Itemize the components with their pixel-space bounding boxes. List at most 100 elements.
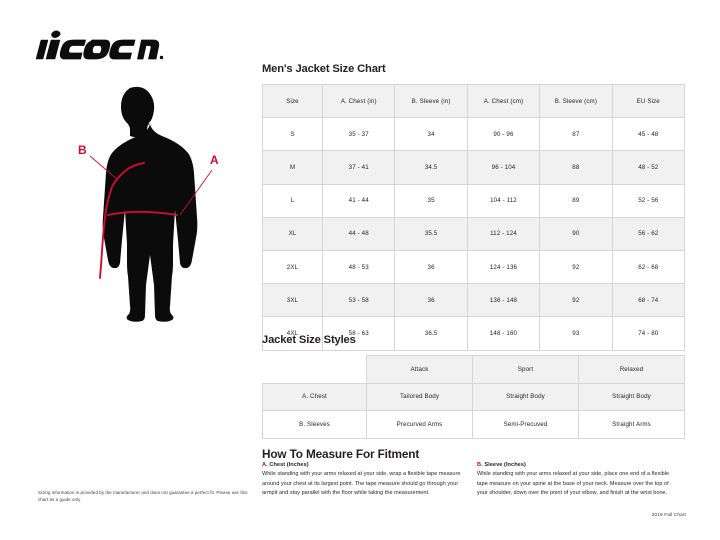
measure-sleeve-letter: B. <box>477 462 483 468</box>
measure-item-sleeve: B. Sleeve (Inches) While standing with y… <box>477 462 677 499</box>
measure-sleeve-heading-text: Sleeve (Inches) <box>484 462 526 468</box>
styles-row-chest: A. Chest Tailored Body Straight Body Str… <box>262 382 685 411</box>
cell-sleeve-in: 35.5 <box>394 216 468 251</box>
col-header-chest-in: A. Chest (in) <box>321 83 396 119</box>
measure-chest-heading: A. Chest (Inches) <box>262 462 462 468</box>
cell-sleeve-in: 36 <box>394 249 468 285</box>
cell-eu-size: 56 - 62 <box>611 216 685 251</box>
marker-a-label: A <box>210 153 219 167</box>
styles-header-row: Attack Sport Relaxed <box>262 355 685 384</box>
size-chart-table: Size A. Chest (in) B. Sleeve (in) A. Che… <box>262 83 685 351</box>
cell-sleeve-cm: 93 <box>539 316 613 351</box>
styles-corner-cell <box>262 355 367 383</box>
cell-sleeve-in: 34 <box>394 117 468 152</box>
styles-row-sleeves: B. Sleeves Precurved Arms Semi-Precuved … <box>262 410 685 439</box>
silhouette-shape <box>102 86 198 322</box>
cell-size: 2XL <box>262 249 323 285</box>
cell-eu-size: 68 - 74 <box>611 283 685 318</box>
cell-size: 3XL <box>262 283 323 318</box>
cell-chest-cm: 124 - 136 <box>466 249 541 285</box>
table-row: 3XL 53 - 58 36 136 - 148 92 68 - 74 <box>262 283 685 318</box>
styles-cell: Precurved Arms <box>366 410 473 439</box>
cell-chest-cm: 112 - 124 <box>466 216 541 251</box>
measure-chest-letter: A. <box>262 462 268 468</box>
cell-size: L <box>262 183 323 218</box>
table-row: M 37 - 41 34.5 96 - 104 88 48 - 52 <box>262 150 685 185</box>
measure-chest-body: While standing with your arms relaxed at… <box>262 471 461 497</box>
styles-cell: Tailored Body <box>366 382 473 411</box>
chest-measure-line <box>107 210 178 216</box>
cell-sleeve-in: 36.5 <box>394 316 468 351</box>
marker-a-leader <box>179 169 213 216</box>
cell-sleeve-in: 36 <box>394 283 468 318</box>
col-header-sleeve-cm: B. Sleeve (cm) <box>539 83 613 119</box>
right-panel: Men's Jacket Size Chart Size A. Chest (i… <box>260 0 720 540</box>
styles-cell: Semi-Precuved <box>472 410 579 439</box>
cell-sleeve-cm: 92 <box>539 249 613 285</box>
body-measurement-figure: A B <box>52 84 232 344</box>
cell-sleeve-in: 35 <box>394 183 468 218</box>
marker-b-label: B <box>78 143 87 157</box>
jacket-size-styles-title: Jacket Size Styles <box>262 334 356 346</box>
styles-row-label: A. Chest <box>262 382 367 411</box>
marker-b-leader <box>89 155 119 181</box>
cell-eu-size: 45 - 48 <box>611 117 685 152</box>
cell-eu-size: 52 - 56 <box>611 183 685 218</box>
col-header-chest-cm: A. Chest (cm) <box>466 83 541 119</box>
table-row: S 35 - 37 34 90 - 96 87 45 - 48 <box>262 117 685 152</box>
measure-item-chest: A. Chest (Inches) While standing with yo… <box>262 462 462 499</box>
cell-size: 4XL <box>262 316 323 351</box>
cell-chest-in: 53 - 58 <box>321 283 396 318</box>
table-header-row: Size A. Chest (in) B. Sleeve (in) A. Che… <box>262 83 685 119</box>
cell-sleeve-cm: 87 <box>539 117 613 152</box>
chart-season-label: 2019 Fall Chart <box>651 513 686 518</box>
cell-chest-in: 35 - 37 <box>321 117 396 152</box>
styles-row-label: B. Sleeves <box>262 410 367 439</box>
cell-size: M <box>262 150 323 185</box>
cell-chest-in: 37 - 41 <box>321 150 396 185</box>
how-to-measure-block: A. Chest (Inches) While standing with yo… <box>262 462 688 499</box>
measure-sleeve-heading: B. Sleeve (Inches) <box>477 462 677 468</box>
cell-sleeve-in: 34.5 <box>394 150 468 185</box>
cell-eu-size: 74 - 80 <box>611 316 685 351</box>
measure-chest-heading-text: Chest (Inches) <box>269 462 309 468</box>
styles-col-sport: Sport <box>472 355 579 384</box>
size-chart-title: Men's Jacket Size Chart <box>262 63 386 75</box>
jacket-size-styles-table: Attack Sport Relaxed A. Chest Tailored B… <box>262 355 685 439</box>
disclaimer-text: Sizing information is provided by the ma… <box>38 490 248 503</box>
col-header-sleeve-in: B. Sleeve (in) <box>394 83 468 119</box>
cell-chest-cm: 104 - 112 <box>466 183 541 218</box>
col-header-eu-size: EU Size <box>611 83 685 119</box>
styles-col-relaxed: Relaxed <box>578 355 685 384</box>
cell-chest-cm: 136 - 148 <box>466 283 541 318</box>
left-panel: A B Sizing information is provided by th… <box>0 0 258 540</box>
styles-cell: Straight Arms <box>578 410 685 439</box>
cell-size: XL <box>262 216 323 251</box>
col-header-size: Size <box>262 83 323 119</box>
table-row: XL 44 - 48 35.5 112 - 124 90 56 - 62 <box>262 216 685 251</box>
cell-eu-size: 48 - 52 <box>611 150 685 185</box>
cell-sleeve-cm: 88 <box>539 150 613 185</box>
cell-chest-cm: 96 - 104 <box>466 150 541 185</box>
sleeve-measure-line <box>99 162 145 279</box>
cell-chest-in: 41 - 44 <box>321 183 396 218</box>
cell-chest-in: 48 - 53 <box>321 249 396 285</box>
cell-size: S <box>262 117 323 152</box>
cell-eu-size: 62 - 68 <box>611 249 685 285</box>
styles-cell: Straight Body <box>472 382 579 411</box>
table-row: L 41 - 44 35 104 - 112 89 52 - 56 <box>262 183 685 218</box>
cell-chest-cm: 90 - 96 <box>466 117 541 152</box>
styles-col-attack: Attack <box>366 355 473 384</box>
styles-cell: Straight Body <box>578 382 685 411</box>
how-to-measure-title: How To Measure For Fitment <box>262 447 420 461</box>
table-row: 4XL 58 - 63 36.5 148 - 160 93 74 - 80 <box>262 316 685 351</box>
measure-sleeve-body: While standing with your arms relaxed at… <box>477 471 670 497</box>
table-row: 2XL 48 - 53 36 124 - 136 92 62 - 68 <box>262 249 685 285</box>
cell-sleeve-cm: 89 <box>539 183 613 218</box>
cell-sleeve-cm: 90 <box>539 216 613 251</box>
cell-chest-cm: 148 - 160 <box>466 316 541 351</box>
cell-sleeve-cm: 92 <box>539 283 613 318</box>
cell-chest-in: 44 - 48 <box>321 216 396 251</box>
cell-chest-in: 58 - 63 <box>321 316 396 351</box>
icon-wordmark-logo <box>36 28 166 70</box>
